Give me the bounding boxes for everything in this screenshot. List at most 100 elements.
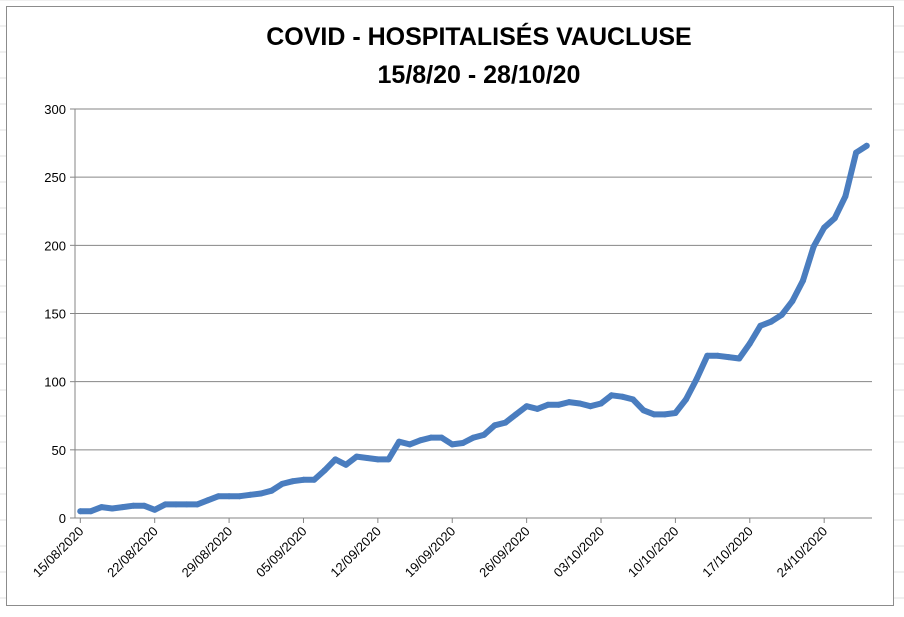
data-point bbox=[289, 478, 296, 485]
data-point bbox=[279, 480, 286, 487]
data-point bbox=[629, 396, 636, 403]
data-point bbox=[364, 455, 371, 461]
data-point bbox=[491, 422, 498, 429]
gridlines bbox=[75, 108, 872, 451]
data-point bbox=[87, 508, 94, 515]
data-point bbox=[661, 411, 668, 418]
data-series bbox=[77, 142, 870, 515]
y-tick-label: 0 bbox=[59, 511, 66, 526]
data-point bbox=[555, 401, 562, 408]
data-point bbox=[417, 437, 424, 444]
data-point bbox=[268, 487, 275, 494]
data-point bbox=[151, 506, 158, 513]
data-point bbox=[449, 441, 456, 448]
data-point bbox=[778, 311, 785, 318]
data-point bbox=[598, 400, 604, 407]
data-point bbox=[502, 419, 509, 426]
data-point bbox=[842, 193, 849, 200]
data-point bbox=[311, 476, 318, 483]
data-point bbox=[77, 508, 84, 515]
data-point bbox=[173, 501, 179, 508]
data-point bbox=[534, 405, 541, 412]
data-point bbox=[757, 322, 764, 329]
y-tick-label: 150 bbox=[44, 307, 66, 322]
data-point bbox=[215, 493, 222, 500]
data-point bbox=[109, 505, 116, 512]
data-point bbox=[651, 411, 658, 418]
data-point bbox=[204, 497, 211, 504]
data-point bbox=[810, 243, 817, 250]
chart-subtitle: 15/8/20 - 28/10/20 bbox=[378, 61, 581, 89]
data-point bbox=[162, 501, 169, 508]
data-point bbox=[343, 461, 349, 468]
data-point bbox=[513, 411, 519, 418]
data-point bbox=[746, 340, 753, 347]
data-point bbox=[183, 501, 190, 508]
data-point bbox=[576, 400, 583, 407]
data-point bbox=[523, 403, 530, 410]
x-tick-label: 24/10/2020 bbox=[774, 524, 831, 581]
x-tick-label: 03/10/2020 bbox=[551, 524, 608, 581]
data-point bbox=[332, 456, 339, 463]
data-point bbox=[119, 504, 126, 511]
data-point bbox=[640, 407, 647, 414]
x-tick-label: 05/09/2020 bbox=[253, 524, 310, 581]
data-point bbox=[226, 493, 233, 500]
data-point bbox=[821, 224, 828, 231]
x-tick-label: 19/09/2020 bbox=[402, 524, 459, 581]
data-point bbox=[768, 318, 774, 325]
data-point bbox=[258, 490, 264, 497]
data-point bbox=[321, 467, 328, 474]
chart-title: COVID - HOSPITALISÉS VAUCLUSE bbox=[266, 22, 692, 51]
y-tick-label: 100 bbox=[44, 375, 66, 390]
y-axis-tick-labels: 0 50 100 150 200 250 300 bbox=[44, 102, 66, 526]
data-point bbox=[353, 453, 360, 460]
data-point bbox=[98, 504, 105, 511]
data-point bbox=[481, 431, 488, 438]
data-point bbox=[566, 399, 573, 406]
y-tick-label: 200 bbox=[44, 238, 66, 253]
data-point bbox=[693, 375, 700, 382]
x-tick-label: 26/09/2020 bbox=[476, 524, 533, 581]
x-tick-label: 10/10/2020 bbox=[625, 524, 682, 581]
data-point bbox=[672, 410, 679, 416]
data-point bbox=[736, 355, 743, 362]
data-point bbox=[396, 438, 403, 445]
y-tick-label: 50 bbox=[52, 443, 66, 458]
x-tick-label: 29/08/2020 bbox=[179, 524, 236, 581]
data-point bbox=[714, 352, 721, 359]
data-point bbox=[470, 434, 477, 441]
data-point bbox=[863, 142, 870, 149]
data-point bbox=[789, 298, 796, 305]
data-point bbox=[300, 476, 307, 483]
data-point bbox=[428, 434, 434, 441]
data-point bbox=[725, 354, 732, 361]
data-point bbox=[141, 502, 148, 509]
data-point bbox=[236, 493, 243, 500]
x-tick-label: 15/08/2020 bbox=[30, 524, 87, 581]
data-point bbox=[374, 456, 381, 463]
data-point bbox=[619, 393, 626, 400]
data-point bbox=[130, 502, 137, 509]
data-point bbox=[831, 215, 838, 222]
series-line bbox=[77, 142, 870, 515]
line-chart: COVID - HOSPITALISÉS VAUCLUSE 15/8/20 - … bbox=[30, 22, 872, 581]
chart-area[interactable]: COVID - HOSPITALISÉS VAUCLUSE 15/8/20 - … bbox=[6, 6, 894, 606]
data-point bbox=[194, 501, 201, 508]
data-point bbox=[704, 352, 711, 359]
data-point bbox=[799, 277, 806, 284]
axes bbox=[70, 108, 872, 523]
x-tick-label: 12/09/2020 bbox=[327, 524, 384, 581]
data-point bbox=[459, 440, 466, 446]
x-axis-tick-labels: 15/08/2020 22/08/2020 29/08/2020 05/09/2020… bbox=[30, 524, 830, 581]
data-point bbox=[608, 392, 615, 399]
data-point bbox=[438, 434, 445, 441]
data-point bbox=[247, 491, 254, 498]
y-tick-label: 300 bbox=[44, 102, 66, 117]
data-point bbox=[385, 456, 392, 463]
data-point bbox=[406, 441, 413, 448]
y-tick-label: 250 bbox=[44, 170, 66, 185]
data-point bbox=[853, 149, 860, 156]
data-point bbox=[683, 396, 689, 403]
x-tick-label: 17/10/2020 bbox=[699, 524, 756, 581]
